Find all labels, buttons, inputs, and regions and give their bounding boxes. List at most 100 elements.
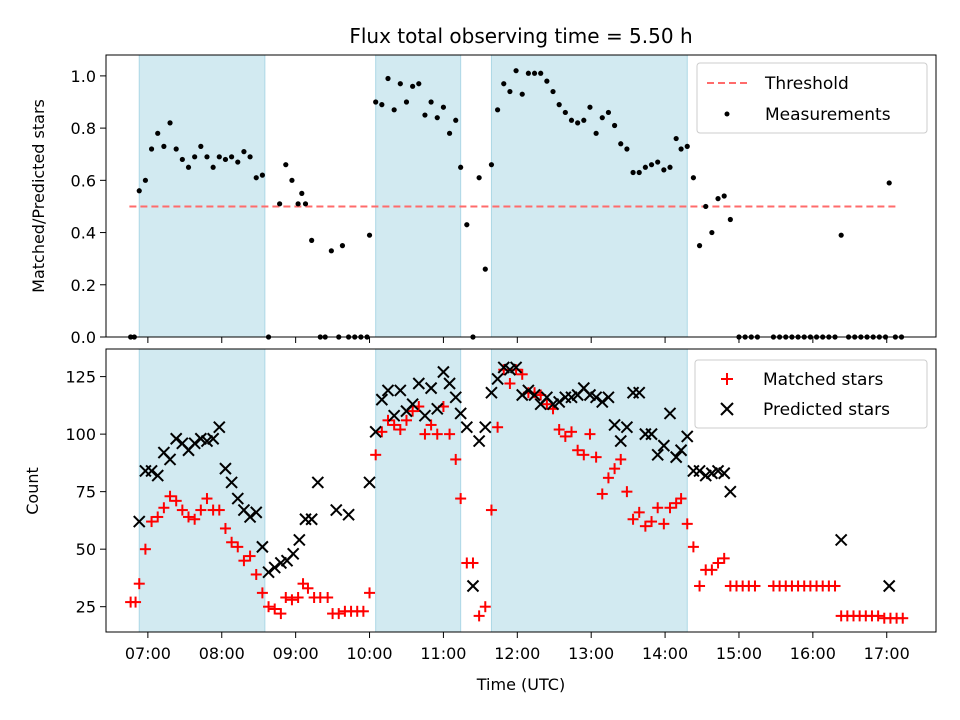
predicted-star-point: [219, 462, 232, 475]
measurement-point: [488, 162, 495, 168]
matched-star-point: [718, 552, 730, 564]
matched-star-point: [275, 608, 287, 620]
matched-star-point: [238, 555, 250, 567]
measurement-point: [410, 83, 416, 89]
matched-star-point: [292, 591, 304, 603]
measurement-point: [655, 159, 661, 165]
predicted-star-point: [528, 388, 541, 402]
matched-star-point: [388, 419, 400, 431]
observing-interval-band: [490, 54, 688, 338]
matched-star-point: [504, 378, 516, 390]
measurement-point: [416, 81, 422, 87]
predicted-star-point: [834, 533, 848, 547]
matched-star-point: [639, 520, 651, 532]
measurement-point: [721, 193, 727, 199]
bottom-y-tick-label: 75: [76, 483, 96, 502]
bottom-y-tick-label: 100: [65, 425, 96, 444]
observing-interval-band: [138, 54, 266, 338]
matched-star-point: [627, 513, 639, 525]
predicted-star-point: [663, 407, 677, 420]
matched-star-point: [219, 522, 231, 534]
legend-predicted-swatch: [720, 402, 734, 416]
measurement-point: [339, 243, 346, 249]
predicted-star-point: [608, 418, 621, 432]
top-panel: 0.0 0.2 0.4 0.6 0.8 1.0 Matched/Predicted sta…: [29, 54, 937, 347]
measurement-point: [636, 169, 642, 176]
legend-matched-label: Matched stars: [763, 370, 883, 390]
matched-star-point: [302, 582, 314, 594]
measurement-point: [403, 99, 410, 105]
matched-star-point: [664, 502, 676, 514]
measurement-point: [241, 149, 247, 155]
top-y-tick-label: 0.2: [71, 276, 96, 295]
measurement-point: [253, 175, 259, 181]
predicted-star-point: [669, 450, 683, 464]
predicted-star-point: [724, 485, 737, 498]
x-tick-label: 10:00: [346, 644, 392, 663]
matched-star-point: [572, 444, 584, 456]
matched-star-point: [431, 428, 443, 440]
measurement-point: [715, 196, 721, 202]
measurement-point: [575, 120, 581, 126]
measurement-point: [373, 99, 379, 105]
matched-star-point: [609, 463, 621, 475]
matched-star-point: [170, 495, 182, 507]
matched-star-point: [646, 516, 658, 528]
measurement-point: [142, 177, 149, 183]
predicted-star-point: [145, 464, 158, 478]
x-tick-label: 07:00: [125, 644, 171, 663]
matched-star-point: [382, 414, 394, 426]
measurement-point: [630, 169, 636, 176]
legend-threshold-label: Threshold: [764, 74, 849, 94]
predicted-star-point: [437, 365, 450, 379]
matched-star-point: [492, 421, 504, 433]
predicted-star-point: [596, 395, 609, 409]
matched-star-point: [565, 426, 577, 438]
measurement-point: [247, 154, 253, 160]
predicted-star-point: [509, 361, 523, 374]
measurement-point: [185, 164, 192, 170]
top-y-tick-label: 0.4: [71, 224, 96, 243]
predicted-star-point: [268, 561, 281, 574]
predicted-star-point: [449, 391, 462, 404]
measurement-point: [391, 107, 397, 113]
measurement-point: [531, 70, 538, 76]
matched-star-point: [164, 490, 176, 502]
matched-star-point: [450, 453, 462, 465]
matched-star-point: [425, 419, 437, 431]
top-y-tick-label: 0.8: [71, 119, 96, 138]
predicted-star-point: [188, 437, 201, 450]
measurement-point: [495, 107, 501, 113]
measurement-point: [385, 75, 391, 82]
measurement-point: [642, 164, 648, 170]
predicted-star-point: [293, 533, 306, 547]
matched-star-point: [541, 398, 553, 410]
predicted-star-point: [454, 407, 467, 420]
measurement-point: [599, 115, 605, 121]
measurement-point: [328, 248, 334, 254]
measurement-point: [216, 154, 222, 160]
matched-star-point: [176, 504, 188, 516]
matched-star-point: [357, 605, 369, 617]
measurement-point: [428, 99, 434, 105]
bottom-panel: 25 50 75 100 125 07:00 08:00 09:00 10:00 11:00 12…: [23, 348, 937, 694]
top-y-tick-label: 0.0: [71, 328, 96, 347]
matched-star-point: [658, 518, 670, 530]
matched-star-point: [694, 580, 706, 592]
matched-star-point: [749, 580, 761, 592]
measurement-point: [556, 102, 562, 108]
matched-star-point: [250, 568, 262, 580]
matched-star-point: [370, 449, 382, 461]
x-tick-label: 12:00: [494, 644, 540, 663]
matched-star-point: [559, 430, 571, 442]
matched-star-point: [256, 587, 268, 599]
predicted-star-point: [406, 398, 419, 411]
predicted-star-point: [681, 430, 694, 443]
legend-measurements-swatch: [724, 111, 730, 117]
predicted-star-point: [299, 513, 312, 526]
measurement-point: [458, 164, 464, 170]
measurement-point: [838, 232, 844, 238]
matched-star-point: [189, 513, 201, 525]
top-y-tick-label: 1.0: [71, 67, 96, 86]
